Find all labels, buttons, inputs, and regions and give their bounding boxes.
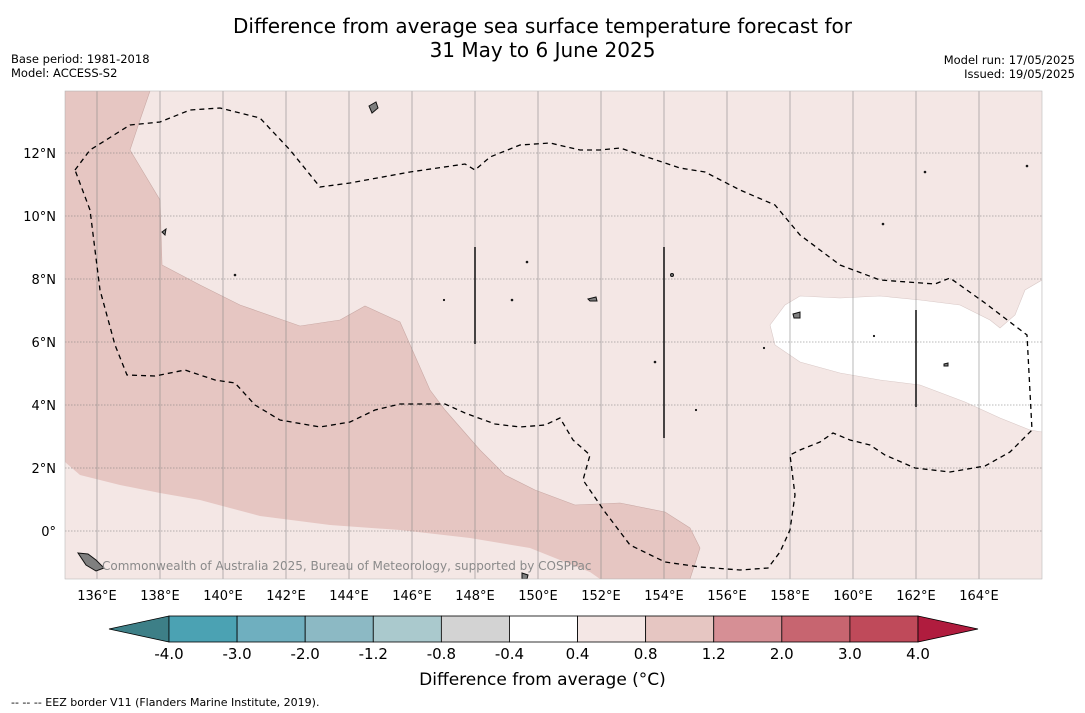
lon-label: 142°E (266, 589, 306, 604)
lat-label: 12°N (23, 147, 56, 162)
issued-date: Issued: 19/05/2025 (964, 67, 1075, 81)
colorbar-swatch (509, 615, 578, 643)
lat-label: 8°N (32, 273, 57, 288)
model-name: Model: ACCESS-S2 (11, 66, 118, 80)
colorbar-swatch (577, 615, 647, 643)
lon-label: 160°E (833, 589, 873, 604)
island-southwest (76, 552, 105, 572)
colorbar-swatch (304, 615, 374, 643)
longitude-gridlines (96, 91, 980, 579)
model-run: Model run: 17/05/2025 (943, 53, 1075, 67)
neutral-anomaly-region (769, 279, 1042, 433)
longitude-labels: 136°E 138°E 140°E 142°E 144°E 146°E 148°… (77, 589, 999, 604)
colorbar-swatch (440, 615, 510, 643)
lighter-southwest-region (65, 462, 600, 579)
island-east-1 (792, 311, 801, 319)
lat-label: 6°N (32, 336, 57, 351)
colorbar-swatch (713, 615, 783, 643)
chart-title: Difference from average sea surface temp… (0, 14, 1085, 62)
title-line-2: 31 May to 6 June 2025 (429, 38, 656, 62)
lon-label: 138°E (140, 589, 180, 604)
colorbar-swatch (168, 615, 238, 643)
eez-border (74, 107, 1033, 571)
colorbar-swatch (781, 615, 851, 643)
colorbar-tick-label: 3.0 (838, 645, 862, 663)
island-west (161, 227, 167, 237)
meta-right: Model run: 17/05/2025 Issued: 19/05/2025 (944, 53, 1075, 81)
colorbar-tick-label: 0.8 (634, 645, 658, 663)
lon-label: 140°E (203, 589, 243, 604)
colorbar-tick-label: -3.0 (222, 645, 251, 663)
map-frame (64, 90, 1043, 580)
colorbar-swatch (372, 615, 442, 643)
island-east-2 (943, 362, 949, 367)
lon-label: 152°E (581, 589, 621, 604)
lon-label: 164°E (959, 589, 999, 604)
boundary-segments (474, 247, 917, 438)
lon-label: 150°E (518, 589, 558, 604)
colorbar-tick-label: -1.2 (359, 645, 388, 663)
island-south (521, 572, 529, 579)
lon-label: 146°E (392, 589, 432, 604)
lon-label: 162°E (896, 589, 936, 604)
lon-label: 158°E (770, 589, 810, 604)
colorbar-tick-label: 1.2 (702, 645, 726, 663)
lon-label: 154°E (644, 589, 684, 604)
lon-label: 148°E (455, 589, 495, 604)
colorbar-tick-label: 0.4 (566, 645, 590, 663)
latitude-labels: 12°N 10°N 8°N 6°N 4°N 2°N 0° (23, 147, 56, 540)
lat-label: 2°N (32, 462, 57, 477)
colorbar-tick-label: -0.8 (427, 645, 456, 663)
lon-label: 156°E (707, 589, 747, 604)
lat-label: 10°N (23, 210, 56, 225)
colorbar-swatch (645, 615, 715, 643)
lon-label: 144°E (329, 589, 369, 604)
colorbar-swatch (849, 615, 919, 643)
lat-label: 0° (41, 525, 56, 540)
colorbar-extend-low (108, 615, 170, 643)
eez-legend-note: -- -- -- EEZ border V11 (Flanders Marine… (11, 696, 320, 709)
title-line-1: Difference from average sea surface temp… (232, 14, 852, 38)
base-period: Base period: 1981-2018 (11, 52, 150, 66)
island-middle (587, 296, 598, 302)
lon-label: 136°E (77, 589, 117, 604)
watermark: Commonwealth of Australia 2025, Bureau o… (102, 559, 592, 573)
colorbar-title: Difference from average (°C) (419, 670, 666, 690)
meta-left: Base period: 1981-2018 Model: ACCESS-S2 (11, 52, 150, 80)
latitude-gridlines (65, 152, 1042, 532)
lat-label: 4°N (32, 399, 57, 414)
colorbar-swatch (236, 615, 306, 643)
island-north (368, 101, 379, 114)
colorbar-tick-label: -2.0 (291, 645, 320, 663)
colorbar-tick-label: -0.4 (495, 645, 524, 663)
colorbar-tick-label: 4.0 (906, 645, 930, 663)
colorbar-tick-label: 2.0 (770, 645, 794, 663)
colorbar: -4.0 -3.0 -2.0 -1.2 -0.8 -0.4 0.4 0.8 1.2 2.0 3.0 4… (108, 615, 979, 663)
colorbar-tick-label: -4.0 (154, 645, 183, 663)
colorbar-extend-high (917, 615, 979, 643)
islands (76, 101, 1029, 579)
